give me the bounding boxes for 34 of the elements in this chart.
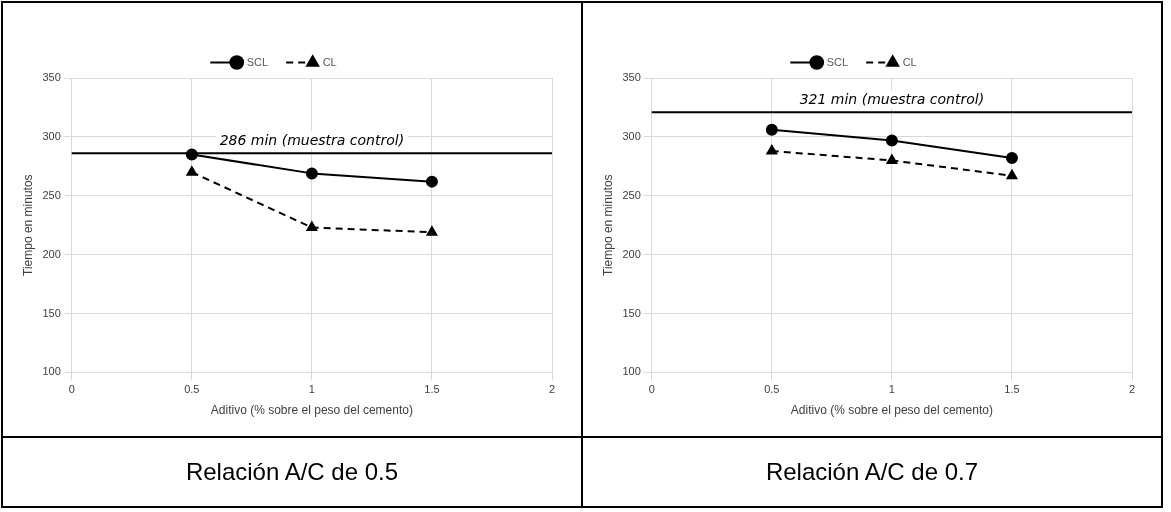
legend-label: SCL — [826, 55, 849, 68]
legend-label: SCL — [246, 55, 269, 68]
x-tick-label: 0 — [648, 383, 655, 396]
x-tick-label: 0.5 — [764, 383, 780, 396]
y-tick-label: 100 — [622, 365, 641, 378]
x-tick-label: 1 — [888, 383, 895, 396]
x-tick-label: 1 — [308, 383, 315, 396]
x-tick-label: 0.5 — [184, 383, 200, 396]
y-tick-label: 200 — [42, 247, 61, 260]
y-tick-label: 100 — [42, 365, 61, 378]
y-tick-label: 250 — [42, 188, 61, 201]
x-tick-label: 1.5 — [424, 383, 440, 396]
y-tick-label: 250 — [622, 188, 641, 201]
y-tick-label: 200 — [622, 247, 641, 260]
y-tick-label: 350 — [622, 71, 641, 84]
x-axis-title: Aditivo (% sobre el peso del cemento) — [790, 403, 993, 418]
x-tick-label: 0 — [68, 383, 75, 396]
legend-label: CL — [322, 55, 337, 68]
y-tick-label: 150 — [42, 306, 61, 319]
y-tick-label: 300 — [42, 129, 61, 142]
legend-label: CL — [902, 55, 917, 68]
x-axis-title: Aditivo (% sobre el peso del cemento) — [210, 403, 413, 418]
ref-line-label: 286 min (muestra control) — [219, 132, 405, 149]
y-axis-title: Tiempo en minutos — [600, 174, 615, 276]
x-tick-label: 1.5 — [1004, 383, 1020, 396]
y-tick-label: 150 — [622, 306, 641, 319]
text: Relación A/C de 0.7 — [582, 437, 1162, 507]
y-tick-label: 350 — [42, 71, 61, 84]
ref-line-label: 321 min (muestra control) — [799, 90, 985, 107]
text: Relación A/C de 0.5 — [2, 437, 582, 507]
x-tick-label: 2 — [1128, 383, 1136, 396]
y-tick-label: 300 — [622, 129, 641, 142]
x-tick-label: 2 — [548, 383, 556, 396]
y-axis-title: Tiempo en minutos — [20, 174, 35, 276]
